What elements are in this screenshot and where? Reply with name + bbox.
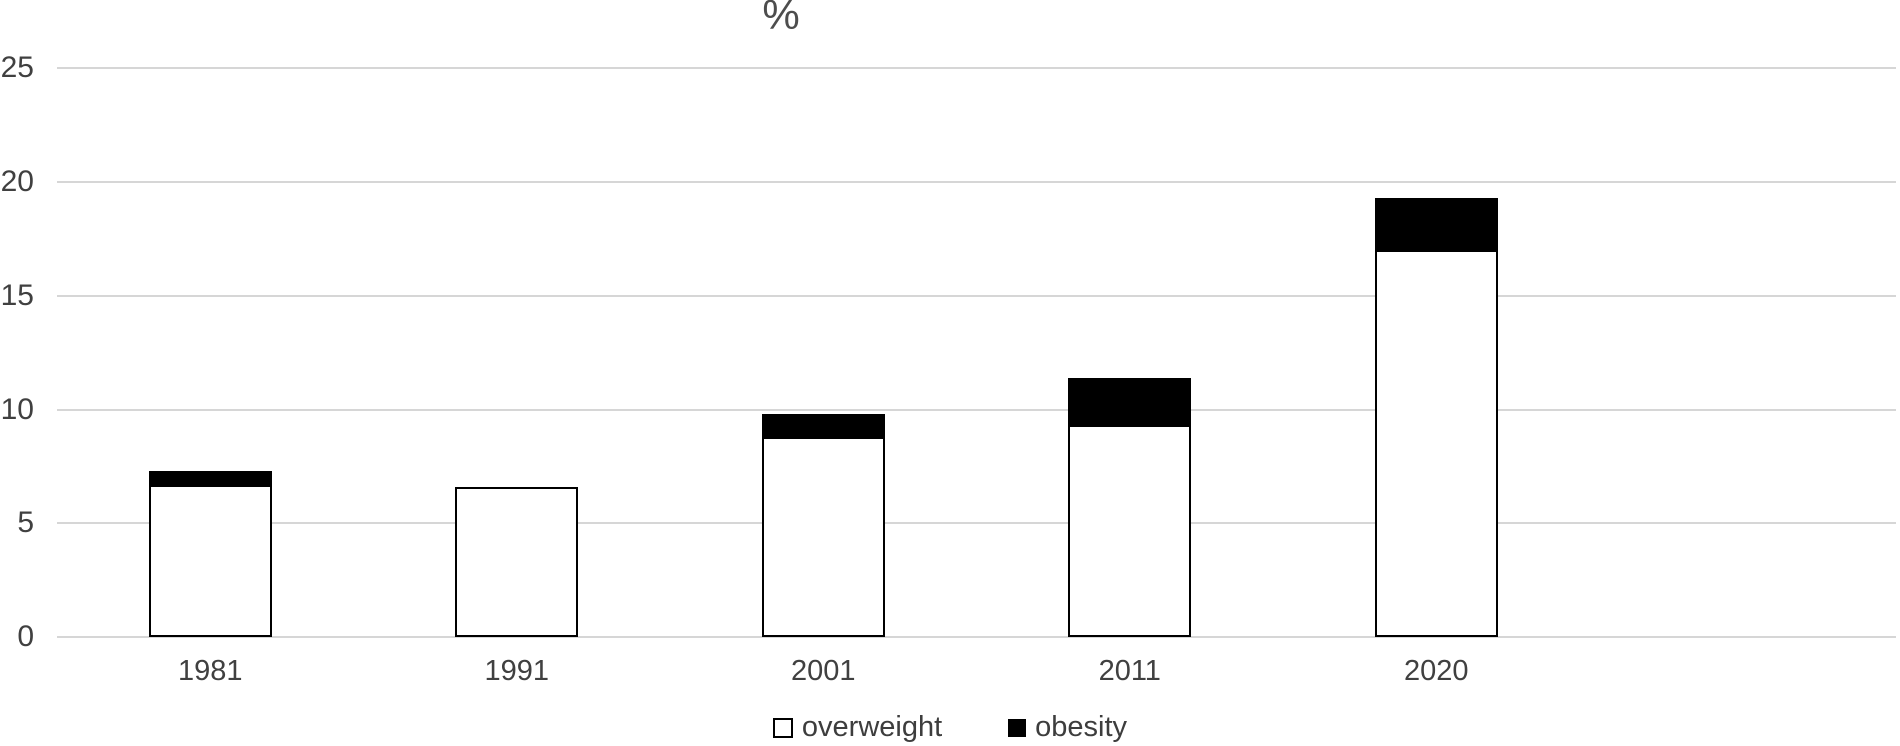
gridline	[57, 67, 1896, 70]
bar-segment-overweight	[455, 486, 579, 637]
y-axis-tick-label: 0	[17, 620, 34, 653]
y-axis-tick-label: 5	[17, 506, 34, 540]
bar-segment-overweight	[761, 436, 885, 637]
legend-label-obesity: obesity	[1035, 711, 1128, 743]
x-axis-tick-label: 1991	[484, 655, 549, 687]
gridline	[57, 181, 1896, 183]
bar-segment-obesity	[1068, 377, 1192, 426]
gridline	[57, 522, 1896, 525]
gridline	[57, 408, 1896, 411]
bar-segment-overweight	[148, 484, 272, 637]
x-axis-tick-label: 1981	[177, 655, 243, 687]
x-axis-tick-label: 2001	[790, 655, 856, 687]
y-axis-tick-label: 10	[0, 392, 34, 426]
obesity-swatch-icon	[1008, 718, 1027, 737]
chart-title: %	[762, 0, 800, 38]
bar-segment-overweight	[1374, 250, 1498, 637]
y-axis-tick-label: 15	[0, 278, 34, 312]
bar-segment-obesity	[1374, 197, 1498, 251]
gridline	[57, 636, 1896, 638]
y-axis-tick-label: 25	[0, 51, 34, 85]
legend-item-obesity: obesity	[1008, 711, 1127, 744]
legend-item-overweight: overweight	[772, 711, 943, 744]
bar-segment-overweight	[1068, 425, 1192, 637]
x-axis-tick-label: 2011	[1098, 655, 1161, 687]
x-axis-tick-label: 2020	[1403, 655, 1469, 687]
overweight-swatch-icon	[772, 717, 793, 738]
bar-segment-obesity	[761, 414, 885, 437]
legend-label-overweight: overweight	[801, 711, 943, 743]
bar-segment-obesity	[148, 470, 272, 485]
legend: overweight obesity	[0, 711, 1900, 744]
y-axis-tick-label: 20	[0, 165, 34, 198]
gridline	[57, 294, 1896, 297]
